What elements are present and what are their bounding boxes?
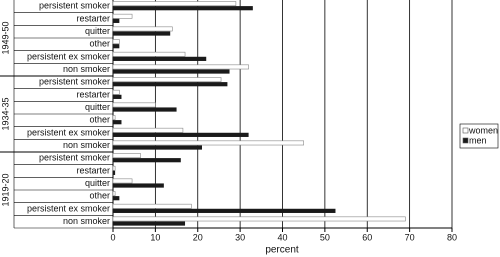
x-tick-label: 20: [193, 232, 203, 242]
bar: [113, 145, 202, 150]
bar: [113, 56, 207, 61]
category-label: other: [89, 39, 110, 49]
bar: [112, 165, 116, 171]
x-tick-label: 70: [405, 232, 415, 242]
group-label: 1919-20: [0, 173, 10, 206]
category-label: non smoker: [63, 216, 110, 226]
category-label: persistent ex smoker: [27, 127, 110, 137]
bar: [112, 13, 133, 19]
bar: [113, 208, 336, 213]
bar: [112, 77, 222, 82]
category-label: quitter: [85, 102, 110, 112]
x-tick-label: 30: [235, 232, 245, 242]
bar: [112, 51, 186, 57]
bar: [112, 127, 184, 133]
category-label: persistent ex smoker: [27, 51, 110, 61]
x-tick-label: 60: [362, 232, 372, 242]
category-label: persistent smoker: [39, 153, 110, 163]
bar: [112, 39, 120, 44]
category-label: quitter: [85, 178, 110, 188]
bar: [112, 64, 249, 70]
legend-swatch: [462, 137, 469, 144]
bar: [112, 203, 192, 209]
category-label: persistent smoker: [39, 1, 110, 11]
bar: [112, 115, 116, 120]
bar: [113, 120, 122, 125]
x-tick-label: 0: [110, 232, 115, 242]
category-label: restarter: [76, 89, 110, 99]
category-label: restarter: [76, 13, 110, 23]
bar: [113, 82, 228, 87]
bar: [113, 221, 186, 226]
bar: [113, 158, 181, 163]
category-label: restarter: [76, 165, 110, 175]
bar: [112, 26, 173, 32]
bar: [113, 69, 230, 74]
x-axis-label: percent: [265, 245, 299, 256]
bar: [112, 178, 133, 184]
bar: [112, 191, 116, 196]
bar: [112, 89, 120, 95]
category-label: other: [89, 191, 110, 201]
category-label: other: [89, 115, 110, 125]
bar: [113, 132, 249, 137]
bar: [113, 196, 120, 201]
bar: [113, 170, 116, 175]
bar: [113, 18, 120, 23]
x-tick-label: 80: [447, 232, 457, 242]
bar: [113, 107, 177, 112]
category-label: quitter: [85, 26, 110, 36]
legend-swatch: [462, 127, 469, 134]
bar: [113, 44, 120, 49]
category-label: persistent ex smoker: [27, 203, 110, 213]
legend-label: women: [468, 125, 498, 135]
bar: [112, 1, 237, 6]
bar: [113, 31, 171, 36]
legend-label: men: [469, 135, 487, 145]
bar: [112, 153, 141, 158]
x-tick-label: 10: [150, 232, 160, 242]
bar: [112, 102, 156, 108]
bar: [113, 94, 122, 99]
group-label: 1949-50: [0, 21, 10, 54]
bar: [112, 140, 304, 146]
group-label: 1934-35: [0, 97, 10, 130]
x-tick-label: 50: [320, 232, 330, 242]
bar: [112, 216, 406, 222]
category-label: non smoker: [63, 64, 110, 74]
category-label: non smoker: [63, 140, 110, 150]
x-tick-label: 40: [277, 232, 287, 242]
category-label: persistent smoker: [39, 77, 110, 87]
bar: [113, 183, 164, 188]
bar: [113, 6, 253, 11]
